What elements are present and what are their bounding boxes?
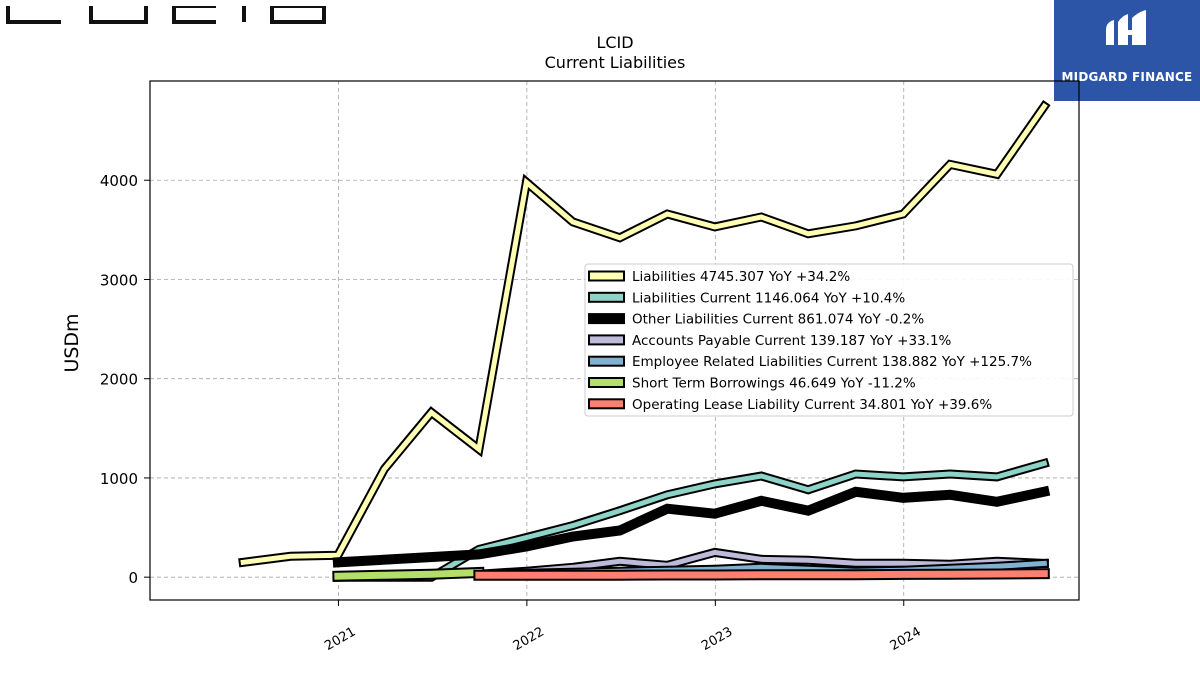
brand-name: MIDGARD FINANCE bbox=[1061, 70, 1193, 84]
y-tick-label: 2000 bbox=[100, 371, 138, 389]
legend-entry: Accounts Payable Current 139.187 YoY +33… bbox=[632, 333, 952, 349]
lucid-logo bbox=[6, 6, 326, 24]
y-tick-label: 0 bbox=[128, 569, 138, 587]
series-other-liabilities-current bbox=[332, 485, 1051, 568]
series-line bbox=[335, 460, 1048, 580]
x-tick-label: 2024 bbox=[888, 624, 924, 654]
legend-swatch bbox=[588, 291, 625, 303]
legend: Liabilities 4745.307 YoY +34.2% Liabiliti… bbox=[584, 263, 1074, 417]
legend-swatch bbox=[588, 398, 625, 410]
legend-swatch bbox=[588, 313, 625, 325]
legend-swatch bbox=[588, 377, 625, 388]
x-tick-label: 2021 bbox=[322, 624, 358, 654]
series-line bbox=[240, 102, 1048, 566]
y-tick-label: 1000 bbox=[100, 470, 138, 488]
plot-frame bbox=[149, 80, 1080, 601]
series-line bbox=[475, 570, 1048, 579]
series-liabilities bbox=[238, 100, 1051, 568]
legend-entry: Liabilities 4745.307 YoY +34.2% bbox=[632, 269, 850, 285]
legend-swatch bbox=[588, 270, 625, 282]
x-tick-label: 2022 bbox=[511, 624, 547, 654]
series-line bbox=[334, 568, 483, 580]
y-tick-label: 3000 bbox=[100, 271, 138, 289]
chart-title: LCID bbox=[596, 33, 634, 52]
legend-box bbox=[584, 263, 1074, 417]
midgard-finance-logo-icon bbox=[1106, 10, 1146, 45]
series-operating-lease-liability-current bbox=[473, 568, 1050, 581]
x-tick-label: 2023 bbox=[699, 624, 735, 654]
legend-swatch bbox=[588, 334, 625, 346]
y-tick-label: 4000 bbox=[100, 172, 138, 190]
legend-entry: Liabilities Current 1146.064 YoY +10.4% bbox=[632, 290, 905, 306]
series-outline bbox=[332, 485, 1051, 568]
legend-entry: Operating Lease Liability Current 34.801… bbox=[632, 397, 992, 413]
series-liabilities-current bbox=[333, 457, 1050, 582]
legend-entry: Other Liabilities Current 861.074 YoY -0… bbox=[632, 312, 924, 328]
legend-swatch bbox=[588, 355, 625, 367]
legend-entry: Short Term Borrowings 46.649 YoY -11.2% bbox=[632, 376, 916, 392]
series-short-term-borrowings bbox=[332, 566, 485, 582]
chart-subtitle: Current Liabilities bbox=[544, 53, 686, 72]
midgard-finance-badge: MIDGARD FINANCE bbox=[1054, 0, 1200, 101]
legend-entry: Employee Related Liabilities Current 138… bbox=[632, 354, 1032, 370]
